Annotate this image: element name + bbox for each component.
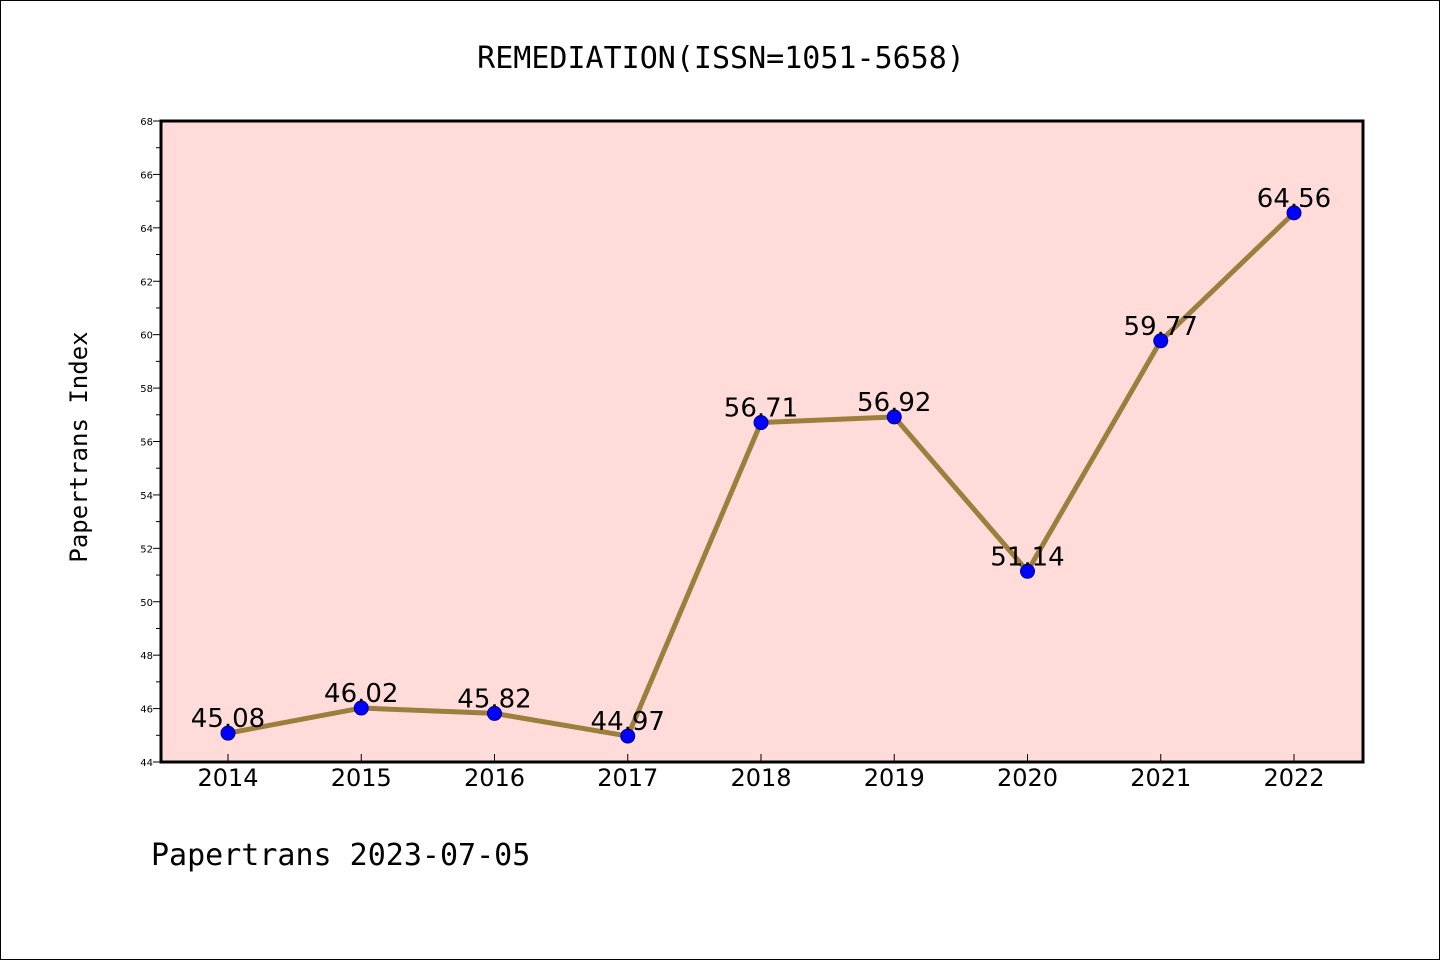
y-tick-label: 60	[140, 331, 153, 342]
data-point-2019	[886, 409, 902, 425]
y-tick-label: 50	[140, 598, 153, 609]
data-label-2022: 64.56	[1257, 184, 1331, 214]
y-tick-label: 44	[140, 758, 153, 769]
chart-title: REMEDIATION(ISSN=1051-5658)	[477, 41, 965, 76]
data-point-2020	[1020, 563, 1035, 579]
data-label-2016: 45.82	[457, 684, 531, 714]
data-point-2021	[1153, 333, 1169, 349]
x-tick-label: 2014	[197, 764, 258, 792]
data-labels: 45.08 46.02 45.82 44.97 56.71 56.92 51.14 59.77…	[191, 184, 1331, 737]
x-tick-label: 2015	[331, 764, 392, 792]
y-tick-label: 64	[140, 224, 153, 235]
data-label-2014: 45.08	[191, 704, 265, 734]
data-point-2017	[620, 728, 636, 744]
data-point-2015	[353, 700, 369, 716]
x-tick-label: 2018	[730, 764, 791, 792]
x-tick-label: 2021	[1130, 764, 1191, 792]
y-tick-label: 52	[140, 544, 153, 555]
data-label-2019: 56.92	[857, 388, 931, 418]
data-points	[220, 205, 1302, 744]
data-point-2014	[220, 725, 236, 741]
data-point-2022	[1286, 205, 1302, 221]
y-tick-label: 46	[140, 705, 153, 716]
plot-area	[159, 119, 1365, 764]
data-label-2015: 46.02	[324, 679, 398, 709]
y-tick-label: 48	[140, 651, 153, 662]
x-tick-label: 2019	[864, 764, 925, 792]
data-label-2018: 56.71	[724, 394, 798, 424]
data-label-2020: 51.14	[990, 542, 1064, 572]
footer-text: Papertrans 2023-07-05	[151, 838, 530, 873]
x-axis: 2014 2015 2016 2017 2018 2019 2020 2021 2022	[197, 754, 1325, 792]
y-tick-label: 56	[140, 438, 153, 449]
y-tick-label: 54	[140, 491, 153, 502]
x-tick-label: 2016	[464, 764, 525, 792]
x-tick-label: 2022	[1263, 764, 1324, 792]
data-label-2017: 44.97	[591, 707, 665, 737]
x-tick-label: 2020	[997, 764, 1058, 792]
y-tick-label: 58	[140, 384, 153, 395]
y-tick-label: 68	[140, 117, 153, 128]
y-tick-label: 66	[140, 170, 153, 181]
y-axis: 44 46 48 50 52 54 56 58 60 62 64 66 68	[140, 117, 161, 769]
data-label-2021: 59.77	[1124, 312, 1198, 342]
data-point-2018	[753, 415, 769, 431]
y-tick-label: 62	[140, 277, 153, 288]
y-axis-label: Papertrans Index	[65, 331, 93, 562]
data-point-2016	[487, 705, 502, 721]
x-tick-label: 2017	[597, 764, 658, 792]
